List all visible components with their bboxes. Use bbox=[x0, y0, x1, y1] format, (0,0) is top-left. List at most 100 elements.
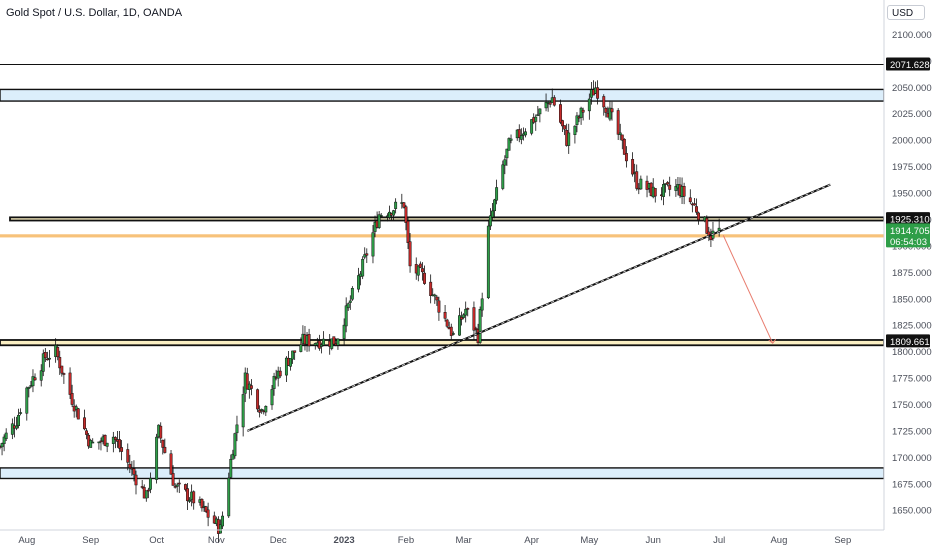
candle bbox=[692, 197, 696, 206]
candle-body bbox=[278, 370, 282, 377]
candle bbox=[2, 434, 6, 452]
candle bbox=[460, 311, 464, 326]
candle bbox=[466, 307, 470, 317]
x-tick-label: Aug bbox=[770, 535, 787, 546]
candle bbox=[563, 125, 567, 136]
candle-body bbox=[530, 119, 534, 134]
candle-body bbox=[43, 352, 47, 359]
candle bbox=[206, 502, 210, 527]
candle-body bbox=[219, 524, 222, 534]
time-axis[interactable]: Aug Sep Oct Nov Dec 2023 Feb Mar Apr May Jun Jul Aug… bbox=[0, 529, 884, 546]
candle-body bbox=[188, 499, 192, 502]
candle bbox=[363, 247, 367, 260]
candle bbox=[118, 431, 121, 453]
candle bbox=[39, 364, 43, 387]
candle bbox=[83, 409, 86, 431]
candle bbox=[103, 434, 107, 447]
candle-body bbox=[74, 406, 78, 410]
candle bbox=[379, 213, 383, 218]
x-tick-label: Jul bbox=[713, 535, 725, 546]
candle bbox=[429, 274, 433, 304]
candle-body bbox=[41, 353, 45, 372]
candle bbox=[420, 262, 424, 281]
candle-body bbox=[458, 315, 461, 336]
candle-body bbox=[291, 350, 295, 360]
projection-arrow-layer[interactable] bbox=[722, 235, 777, 344]
candle-body bbox=[474, 328, 478, 330]
candle bbox=[567, 123, 571, 154]
candle bbox=[270, 385, 274, 410]
candle-body bbox=[624, 153, 628, 162]
candle-body bbox=[70, 393, 74, 405]
candle-body bbox=[19, 412, 23, 414]
candle-body bbox=[99, 440, 103, 443]
price-label-text: 1925.310 bbox=[890, 215, 930, 226]
candle-body bbox=[379, 215, 383, 217]
x-tick-label: 2023 bbox=[334, 535, 355, 546]
candle-body bbox=[161, 439, 165, 448]
candle bbox=[342, 318, 346, 346]
candle-body bbox=[435, 296, 439, 301]
candle-body bbox=[620, 134, 624, 141]
candle-body bbox=[433, 294, 437, 297]
candle bbox=[548, 101, 552, 108]
candle bbox=[462, 313, 466, 320]
candle-body bbox=[418, 263, 422, 268]
price-label: 1809.661 bbox=[886, 334, 930, 348]
candle bbox=[530, 119, 534, 136]
candle-body bbox=[505, 148, 509, 159]
candle-body bbox=[357, 275, 360, 290]
candle-body bbox=[113, 437, 117, 440]
candle bbox=[33, 373, 37, 381]
candle bbox=[423, 265, 426, 285]
candle bbox=[235, 415, 239, 442]
candle bbox=[97, 441, 101, 450]
candle bbox=[587, 93, 591, 120]
candle-body bbox=[544, 102, 548, 109]
candle-body bbox=[548, 102, 552, 105]
candle bbox=[653, 188, 657, 203]
candle bbox=[371, 224, 375, 264]
candle bbox=[317, 334, 321, 351]
candle-body bbox=[616, 110, 620, 135]
candle bbox=[111, 431, 115, 453]
candle bbox=[394, 198, 398, 214]
candle bbox=[493, 198, 496, 219]
candle-body bbox=[622, 138, 626, 155]
candle bbox=[48, 350, 51, 368]
candle-body bbox=[91, 441, 95, 444]
candle bbox=[573, 125, 577, 144]
candle bbox=[245, 367, 249, 390]
price-label-bg bbox=[886, 212, 930, 226]
candle bbox=[559, 99, 562, 125]
candle bbox=[517, 124, 521, 143]
candle bbox=[697, 211, 700, 225]
candle bbox=[561, 119, 564, 132]
price-axis[interactable]: 1650.000 1675.000 1700.000 1725.000 1750.000… bbox=[883, 0, 932, 550]
candle bbox=[126, 443, 130, 471]
candle bbox=[495, 179, 499, 205]
candle-body bbox=[118, 439, 121, 449]
candle-body bbox=[200, 499, 204, 509]
currency-button[interactable]: USD bbox=[887, 5, 925, 20]
candle-body bbox=[346, 303, 350, 309]
trendline-layer[interactable] bbox=[246, 183, 831, 432]
candle bbox=[388, 205, 391, 220]
candle-body bbox=[56, 347, 60, 358]
candle bbox=[70, 384, 74, 408]
candle bbox=[635, 164, 639, 191]
candle-body bbox=[559, 104, 562, 123]
candle-body bbox=[227, 477, 231, 517]
candle bbox=[188, 497, 192, 503]
candle-body bbox=[392, 210, 396, 216]
candle bbox=[622, 138, 626, 155]
candle bbox=[579, 106, 583, 125]
candle bbox=[501, 160, 505, 191]
x-tick-label: Oct bbox=[149, 535, 164, 546]
candle-body bbox=[371, 232, 375, 257]
candle-body bbox=[563, 125, 567, 130]
candle-body bbox=[128, 463, 132, 468]
candle-body bbox=[486, 225, 490, 299]
candle bbox=[320, 342, 323, 354]
